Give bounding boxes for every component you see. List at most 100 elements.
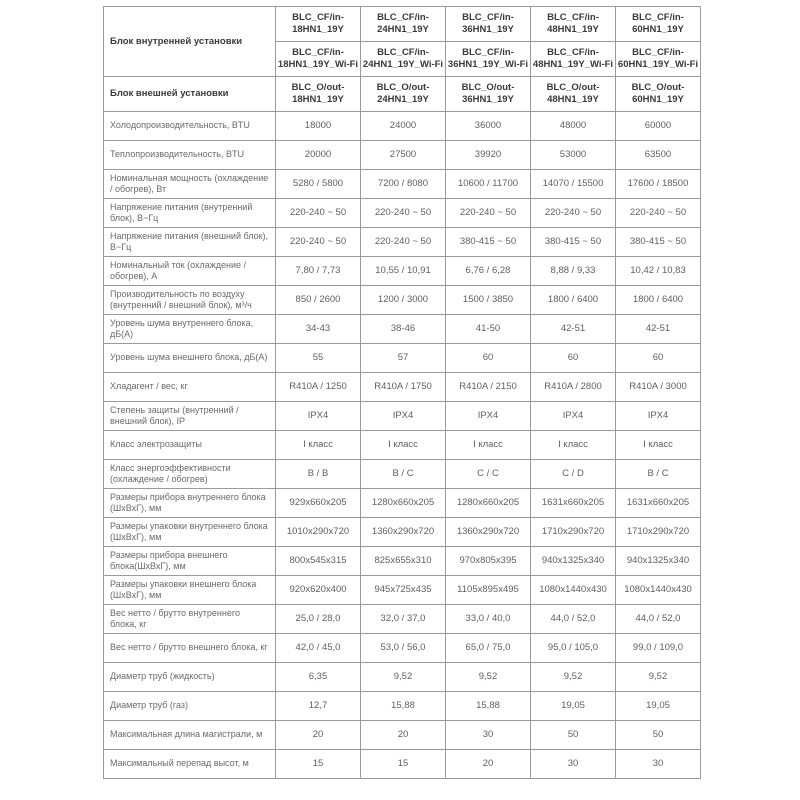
row-label: Размеры упаковки внешнего блока (ШхВхГ),… (103, 575, 276, 605)
row-value: 18000 (275, 111, 361, 141)
row-value: I класс (360, 430, 446, 460)
row-value: 220-240 ~ 50 (360, 198, 446, 228)
spec-row: Диаметр труб (жидкость) 6,35 9,52 9,52 9,52 9… (103, 662, 701, 692)
spec-row: Класс электрозащиты I класс I класс I класс… (103, 430, 701, 460)
row-value: 10,42 / 10,83 (615, 256, 701, 286)
row-value: R410A / 1750 (360, 372, 446, 402)
row-value: IPX4 (275, 401, 361, 431)
row-value: 10,55 / 10,91 (360, 256, 446, 286)
row-value: 39920 (445, 140, 531, 170)
row-value: 57 (360, 343, 446, 373)
row-value: 1500 / 3850 (445, 285, 531, 315)
indoor-model: BLC_CF/in- 60HN1_19Y (615, 6, 701, 42)
row-value: 8,88 / 9,33 (530, 256, 616, 286)
row-value: IPX4 (530, 401, 616, 431)
row-value: 20000 (275, 140, 361, 170)
row-label: Класс энергоэффективности (охлаждение / … (103, 459, 276, 489)
row-value: 50 (530, 720, 616, 750)
row-value: 15,88 (360, 691, 446, 721)
row-label: Уровень шума внешнего блока, дБ(А) (103, 343, 276, 373)
row-value: 1105x895x495 (445, 575, 531, 605)
row-value: 60 (445, 343, 531, 373)
row-value: 12,7 (275, 691, 361, 721)
row-value: R410A / 3000 (615, 372, 701, 402)
row-label: Номинальный ток (охлаждение / обогрев), … (103, 256, 276, 286)
row-value: IPX4 (360, 401, 446, 431)
row-value: 220-240 ~ 50 (275, 198, 361, 228)
row-value: 25,0 / 28,0 (275, 604, 361, 634)
row-value: 940x1325x340 (530, 546, 616, 576)
row-label: Теплопроизводительность, BTU (103, 140, 276, 170)
outdoor-model: BLC_O/out- 48HN1_19Y (530, 76, 616, 112)
spec-row: Размеры упаковки внешнего блока (ШхВхГ),… (103, 575, 701, 605)
indoor-wifi-model: BLC_CF/in- 18HN1_19Y_Wi-Fi (275, 41, 361, 77)
row-value: R410A / 2800 (530, 372, 616, 402)
row-value: 38-46 (360, 314, 446, 344)
row-value: 1200 / 3000 (360, 285, 446, 315)
row-label: Уровень шума внутреннего блока, дБ(А) (103, 314, 276, 344)
indoor-wifi-model: BLC_CF/in- 24HN1_19Y_Wi-Fi (360, 41, 446, 77)
row-value: B / C (360, 459, 446, 489)
row-label: Размеры прибора внешнего блока(ШхВхГ), м… (103, 546, 276, 576)
row-value: 42,0 / 45,0 (275, 633, 361, 663)
row-value: 42-51 (530, 314, 616, 344)
row-value: 970x805x395 (445, 546, 531, 576)
row-label: Степень защиты (внутренний / внешний бло… (103, 401, 276, 431)
row-value: 6,35 (275, 662, 361, 692)
row-label: Хладагент / вес, кг (103, 372, 276, 402)
indoor-wifi-model: BLC_CF/in- 60HN1_19Y_Wi-Fi (615, 41, 701, 77)
indoor-model: BLC_CF/in- 48HN1_19Y (530, 6, 616, 42)
row-value: 34-43 (275, 314, 361, 344)
spec-row: Вес нетто / брутто внутреннего блока, кг… (103, 604, 701, 634)
row-label: Максимальный перепад высот, м (103, 749, 276, 779)
row-value: B / B (275, 459, 361, 489)
row-value: 44,0 / 52,0 (615, 604, 701, 634)
row-value: 30 (530, 749, 616, 779)
row-value: 800x545x315 (275, 546, 361, 576)
indoor-unit-label: Блок внутренней установки (103, 6, 276, 77)
spec-row: Производительность по воздуху (внутренни… (103, 285, 701, 315)
row-value: 1800 / 6400 (615, 285, 701, 315)
header-row-indoor: Блок внутренней установки BLC_CF/in- 18H… (103, 6, 701, 77)
spec-row: Холодопроизводительность, BTU 18000 24000 3… (103, 111, 701, 141)
row-value: 9,52 (360, 662, 446, 692)
row-value: B / C (615, 459, 701, 489)
row-value: R410A / 1250 (275, 372, 361, 402)
row-value: 15,88 (445, 691, 531, 721)
spec-row: Теплопроизводительность, BTU 20000 27500 39… (103, 140, 701, 170)
row-value: IPX4 (615, 401, 701, 431)
row-value: 220-240 ~ 50 (445, 198, 531, 228)
row-value: 95,0 / 105,0 (530, 633, 616, 663)
row-value: 220-240 ~ 50 (275, 227, 361, 257)
row-value: 380-415 ~ 50 (615, 227, 701, 257)
indoor-wifi-model: BLC_CF/in- 36HN1_19Y_Wi-Fi (445, 41, 531, 77)
row-value: 15 (275, 749, 361, 779)
spec-table: Блок внутренней установки BLC_CF/in- 18H… (103, 6, 701, 779)
row-value: 27500 (360, 140, 446, 170)
row-label: Напряжение питания (внешний блок), В~Гц (103, 227, 276, 257)
row-value: 1360x290x720 (360, 517, 446, 547)
row-value: 9,52 (530, 662, 616, 692)
spec-table-body: Холодопроизводительность, BTU 18000 24000 3… (103, 111, 701, 779)
row-value: 1280x660x205 (445, 488, 531, 518)
row-value: 99,0 / 109,0 (615, 633, 701, 663)
spec-row: Уровень шума внутреннего блока, дБ(А) 34-… (103, 314, 701, 344)
row-value: 9,52 (615, 662, 701, 692)
row-value: 929x660x205 (275, 488, 361, 518)
row-label: Холодопроизводительность, BTU (103, 111, 276, 141)
row-value: 1800 / 6400 (530, 285, 616, 315)
row-value: 50 (615, 720, 701, 750)
row-value: 60 (530, 343, 616, 373)
outdoor-unit-label: Блок внешней установки (103, 76, 276, 112)
spec-row: Диаметр труб (газ) 12,7 15,88 15,88 19,05 19,… (103, 691, 701, 721)
row-value: 48000 (530, 111, 616, 141)
spec-row: Максимальный перепад высот, м 15 15 20 30 30 (103, 749, 701, 779)
spec-row: Степень защиты (внутренний / внешний бло… (103, 401, 701, 431)
spec-row: Размеры упаковки внутреннего блока (ШхВх… (103, 517, 701, 547)
row-value: 1080x1440x430 (615, 575, 701, 605)
row-value: 380-415 ~ 50 (530, 227, 616, 257)
header-row-indoor-wifi: BLC_CF/in- 18HN1_19Y_Wi-Fi BLC_CF/in- 24… (104, 41, 701, 77)
spec-row: Напряжение питания (внутренний блок), В~… (103, 198, 701, 228)
header-row-outdoor: Блок внешней установки BLC_O/out- 18HN1_… (103, 76, 701, 112)
row-value: 42-51 (615, 314, 701, 344)
